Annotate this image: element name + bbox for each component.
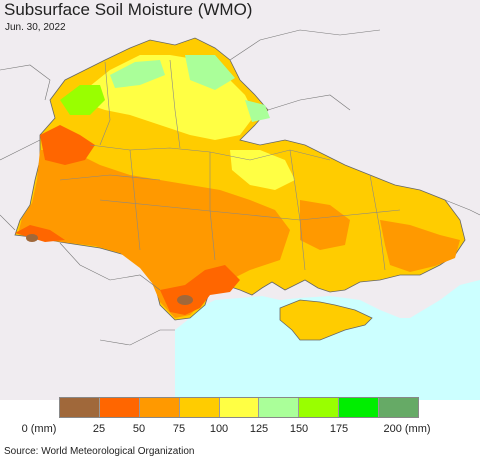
legend-tick-label: 175 <box>329 423 349 435</box>
legend-swatch-5 <box>259 398 300 417</box>
red-zone-west <box>15 225 65 242</box>
legend-swatch-6 <box>299 398 340 417</box>
red-zone-northwest <box>40 125 95 165</box>
light-green-zone-1 <box>110 60 165 88</box>
legend-swatch-7 <box>339 398 380 417</box>
light-green-zone-3 <box>245 100 270 122</box>
orange-zone-east <box>380 220 460 272</box>
legend-tick-label: 125 <box>249 423 269 435</box>
legend-swatch-2 <box>139 398 180 417</box>
legend-swatch-0 <box>60 398 100 417</box>
legend-swatch-8 <box>379 398 419 417</box>
legend-tick-label: 75 <box>172 423 186 435</box>
country-borders <box>0 29 480 346</box>
legend-swatch-3 <box>179 398 220 417</box>
legend-swatch-1 <box>99 398 140 417</box>
legend-tick-label: 100 <box>209 423 229 435</box>
black-sea <box>175 280 480 400</box>
legend-tick-label: 200 (mm) <box>383 423 431 435</box>
orange-zone-central <box>300 200 350 250</box>
source-credit: Source: World Meteorological Organizatio… <box>4 446 195 457</box>
very-dry-spot-1 <box>177 295 193 305</box>
map-date: Jun. 30, 2022 <box>5 22 66 33</box>
map-title: Subsurface Soil Moisture (WMO) <box>4 0 253 19</box>
legend-tick-label: 150 <box>289 423 309 435</box>
legend-colorbar <box>59 397 419 418</box>
admin-borders <box>59 59 401 271</box>
soil-moisture-map <box>0 0 480 400</box>
legend-tick-label: 25 <box>92 423 106 435</box>
legend-swatch-4 <box>219 398 260 417</box>
legend-tick-label: 0 (mm) <box>21 423 57 435</box>
lime-zone <box>60 85 105 115</box>
legend-tick-label: 50 <box>132 423 146 435</box>
light-green-zone-2 <box>185 55 235 90</box>
crimea <box>279 299 373 341</box>
yellow-zone-central <box>230 150 295 190</box>
very-dry-spot-2 <box>26 234 38 242</box>
